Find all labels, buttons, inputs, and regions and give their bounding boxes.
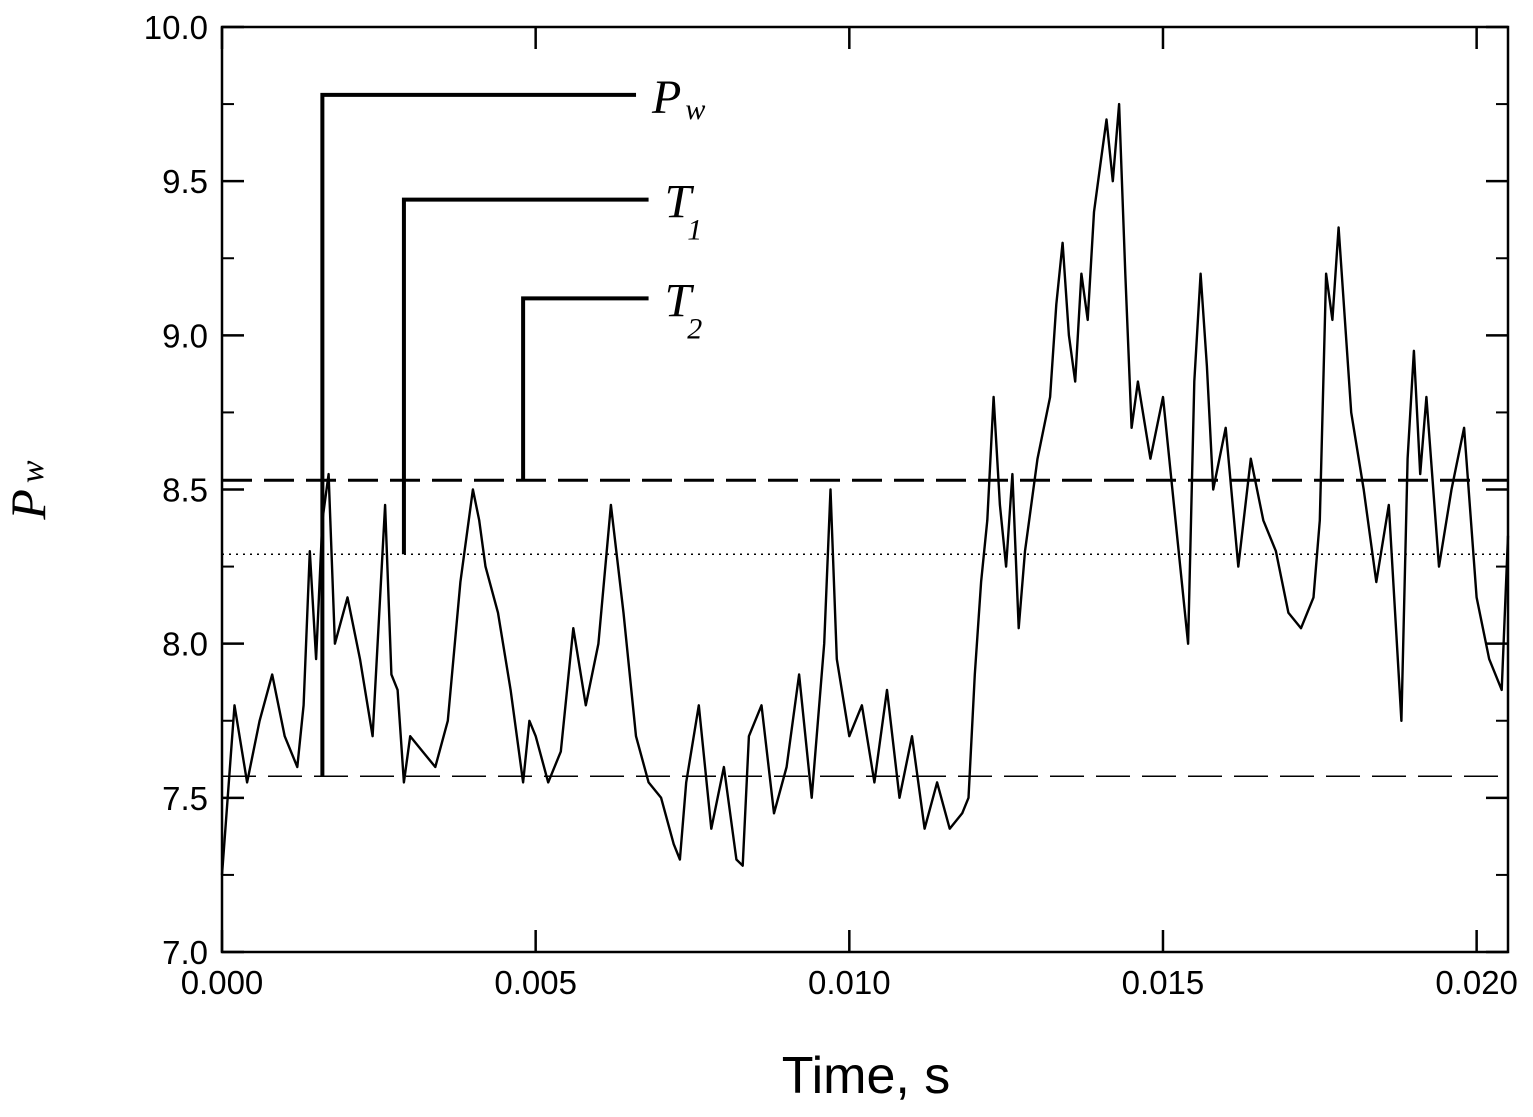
series-line-0	[220, 102, 1510, 875]
annotation-label-main: T	[665, 274, 695, 327]
annotation-bracket-3	[521, 296, 649, 481]
y-axis-title-main: P	[0, 489, 56, 521]
y-tick-label: 9.0	[162, 317, 208, 354]
x-axis-title: Time, s	[782, 1047, 951, 1105]
annotation-label-sub: 2	[687, 312, 702, 345]
plot-frame	[220, 25, 1510, 954]
annotation-label-main: T	[665, 176, 695, 229]
annotation-label-sub: w	[685, 93, 705, 126]
x-tick-label: 0.005	[494, 964, 577, 1001]
annotation-bracket-2	[401, 197, 649, 555]
annotation-label-main: P	[651, 71, 681, 124]
reference-lines	[222, 478, 1508, 778]
annotation-bracket-1	[320, 92, 637, 777]
y-tick-label: 9.5	[162, 163, 208, 200]
y-tick-label: 8.5	[162, 472, 208, 509]
y-tick-label: 7.0	[162, 934, 208, 971]
y-tick-label: 10.0	[144, 9, 208, 46]
axis-ticks: 7.0 7.5 8.0 8.5 9.0 9.5 10.0 0.000 0.005 0.010 0.0…	[144, 9, 1518, 1001]
y-tick-label: 8.0	[162, 626, 208, 663]
x-tick-label: 0.015	[1122, 964, 1205, 1001]
x-tick-label: 0.020	[1435, 964, 1518, 1001]
x-tick-label: 0.010	[808, 964, 891, 1001]
series-layer	[220, 102, 1510, 875]
y-axis-title-sub: w	[14, 460, 51, 483]
y-tick-label: 7.5	[162, 780, 208, 817]
annotation-label-sub: 1	[687, 214, 702, 247]
x-tick-label: 0.000	[181, 964, 264, 1001]
y-axis-title: Pw	[0, 460, 56, 521]
